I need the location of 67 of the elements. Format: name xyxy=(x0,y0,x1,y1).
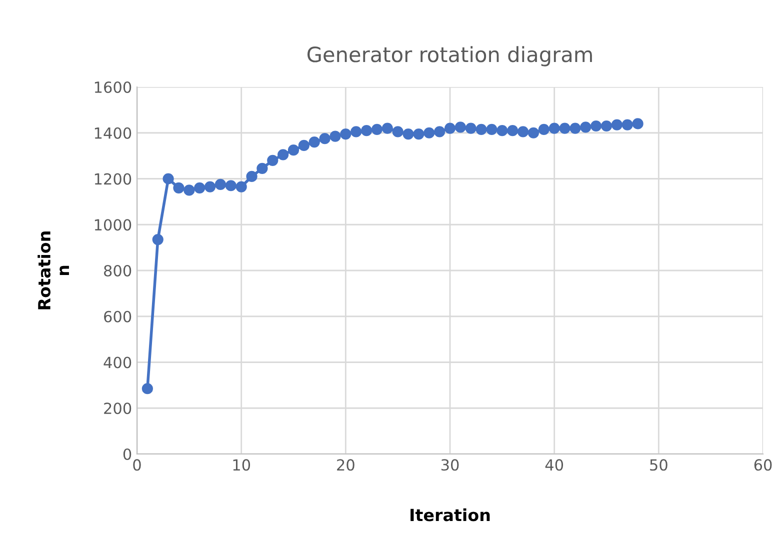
point xyxy=(214,178,226,190)
point xyxy=(570,122,581,134)
point xyxy=(402,128,414,140)
point xyxy=(382,122,393,134)
point xyxy=(632,118,644,130)
point xyxy=(194,182,206,194)
point xyxy=(173,182,184,194)
point xyxy=(319,133,330,144)
point xyxy=(298,140,310,152)
point xyxy=(476,124,487,135)
point xyxy=(496,125,508,136)
y-tick-label: 1200 xyxy=(94,173,132,185)
point xyxy=(162,173,174,184)
point xyxy=(225,180,236,192)
y-tick-label: 200 xyxy=(104,402,132,414)
point xyxy=(559,122,570,134)
point xyxy=(340,128,352,140)
point xyxy=(454,122,466,133)
x-tick-label: 40 xyxy=(545,459,564,471)
y-tick-label: 0 xyxy=(123,448,132,460)
point xyxy=(330,130,341,142)
point xyxy=(622,119,633,130)
point xyxy=(507,125,518,136)
x-axis-title: Iteration xyxy=(410,508,490,522)
point xyxy=(548,122,560,134)
chart-title: Generator rotation diagram xyxy=(307,46,592,66)
point xyxy=(611,119,622,130)
point xyxy=(424,127,435,138)
y-tick-label: 800 xyxy=(104,264,132,277)
point xyxy=(246,170,258,182)
point xyxy=(236,181,247,192)
point xyxy=(444,122,456,134)
point xyxy=(392,126,404,138)
point xyxy=(413,128,424,140)
y-tick-label: 600 xyxy=(104,310,132,322)
point xyxy=(142,383,153,394)
x-tick-label: 50 xyxy=(650,459,668,471)
point xyxy=(288,144,300,156)
point xyxy=(278,149,289,160)
y-tick-label: 400 xyxy=(104,356,132,368)
point xyxy=(184,184,195,196)
y-tick-label: 1000 xyxy=(94,219,132,231)
point xyxy=(580,122,592,133)
y-tick-label: 1400 xyxy=(94,127,132,139)
y-tick-label: 1600 xyxy=(94,81,132,94)
point xyxy=(600,120,612,132)
point xyxy=(204,181,216,192)
point xyxy=(371,124,383,135)
point xyxy=(528,127,540,138)
point xyxy=(256,162,268,174)
x-tick-label: 10 xyxy=(233,459,250,471)
point xyxy=(486,124,498,135)
point xyxy=(360,125,372,136)
y-axis-title: Rotation n xyxy=(38,232,69,310)
x-tick-label: 20 xyxy=(337,459,354,471)
point xyxy=(517,126,529,138)
point xyxy=(434,126,446,138)
point xyxy=(267,154,278,166)
point xyxy=(465,122,476,134)
x-tick-label: 0 xyxy=(133,459,141,471)
point xyxy=(308,136,320,148)
point xyxy=(350,126,362,138)
point xyxy=(538,124,550,135)
point xyxy=(152,234,164,246)
x-tick-label: 60 xyxy=(754,459,772,471)
point xyxy=(590,120,602,132)
x-tick-label: 30 xyxy=(441,459,459,471)
